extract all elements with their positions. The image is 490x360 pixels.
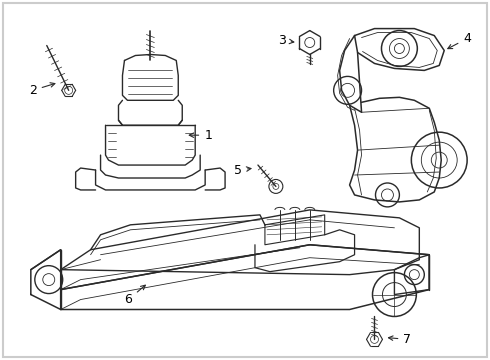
Text: 6: 6 xyxy=(124,285,146,306)
Text: 2: 2 xyxy=(29,83,55,97)
Text: 7: 7 xyxy=(389,333,412,346)
Text: 5: 5 xyxy=(234,163,251,176)
Text: 4: 4 xyxy=(448,32,471,49)
Text: 3: 3 xyxy=(278,34,294,47)
Text: 1: 1 xyxy=(189,129,212,142)
